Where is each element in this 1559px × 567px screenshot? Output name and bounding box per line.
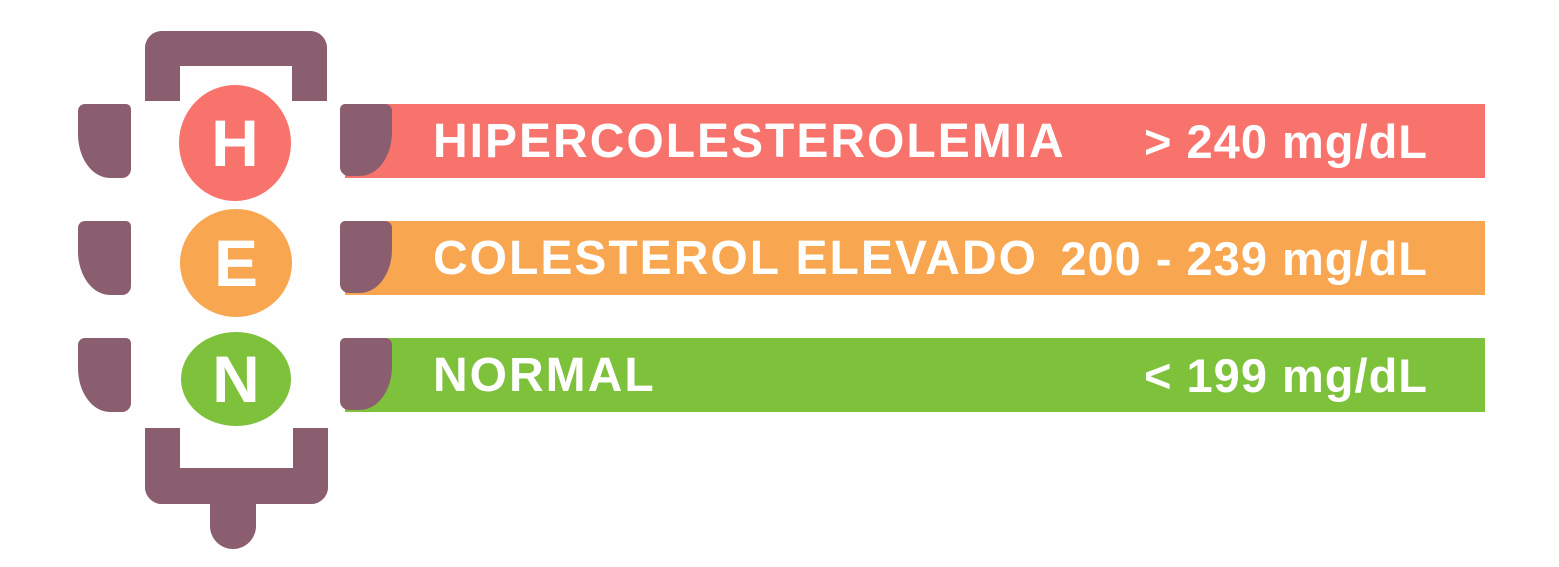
lamp-letter-n: N [212,342,260,416]
bar-normal: NORMAL < 199 mg/dL [345,338,1485,412]
bar-range-colesterol-elevado: 200 - 239 mg/dL [1060,231,1428,285]
bar-range-normal: < 199 mg/dL [1144,348,1428,402]
lamp-normal: N [181,332,291,426]
hood-ear-left-top [78,104,131,178]
hood-ear-left-bottom [78,338,131,412]
bar-label-colesterol-elevado: COLESTEROL ELEVADO [433,231,1038,285]
traffic-light-stem [210,499,256,549]
bar-hipercolesterolemia: HIPERCOLESTEROLEMIA > 240 mg/dL [345,104,1485,178]
bar-label-hipercolesterolemia: HIPERCOLESTEROLEMIA [433,114,1066,168]
lamp-hipercolesterolemia: H [179,85,291,201]
bar-colesterol-elevado: COLESTEROL ELEVADO 200 - 239 mg/dL [345,221,1485,295]
lamp-letter-e: E [213,226,259,300]
traffic-light-top-bracket [145,31,327,101]
hood-ear-left-middle [78,221,131,295]
lamp-letter-h: H [211,106,259,180]
traffic-light-bottom-bracket [145,428,328,504]
lamp-colesterol-elevado: E [180,209,292,317]
bar-range-hipercolesterolemia: > 240 mg/dL [1144,114,1428,168]
bar-label-normal: NORMAL [433,348,656,402]
